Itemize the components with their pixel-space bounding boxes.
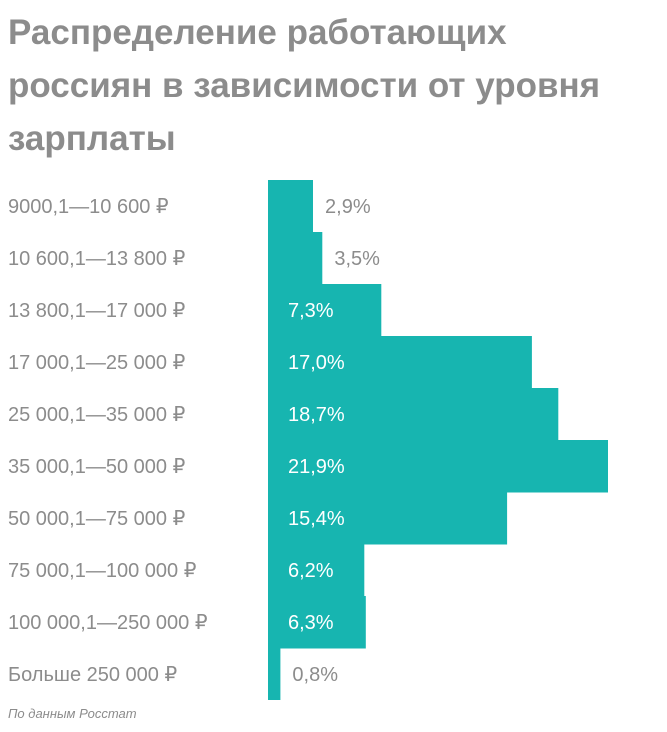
category-label: 10 600,1—13 800 ₽ <box>8 248 186 270</box>
category-label: 9000,1—10 600 ₽ <box>8 196 169 218</box>
bar <box>268 180 313 233</box>
category-labels-group: 9000,1—10 600 ₽ 10 600,1—13 800 ₽ 13 800,1… <box>8 196 208 686</box>
bars-group <box>268 180 608 700</box>
category-label: 25 000,1—35 000 ₽ <box>8 404 186 426</box>
value-label: 0,8% <box>292 664 338 686</box>
bar <box>268 336 532 389</box>
bar <box>268 492 508 545</box>
value-label: 6,2% <box>288 560 334 582</box>
value-labels-group: 2,9% 3,5% 7,3% 17,0% 18,7% 21,9% 15,4% 6,2% 6,3%… <box>288 196 380 686</box>
value-label: 21,9% <box>288 456 345 478</box>
value-label: 3,5% <box>334 248 380 270</box>
category-label: 75 000,1—100 000 ₽ <box>8 560 197 582</box>
value-label: 6,3% <box>288 612 334 634</box>
bar <box>268 440 608 493</box>
value-label: 17,0% <box>288 352 345 374</box>
bar <box>268 232 323 285</box>
salary-distribution-chart: 9000,1—10 600 ₽ 10 600,1—13 800 ₽ 13 800,1… <box>8 180 608 700</box>
chart-title: Распределение работающих россиян в завис… <box>8 13 601 158</box>
bar <box>268 284 382 337</box>
value-label: 18,7% <box>288 404 345 426</box>
bar <box>268 596 366 649</box>
value-label: 2,9% <box>325 196 371 218</box>
value-label: 15,4% <box>288 508 345 530</box>
value-label: 7,3% <box>288 300 334 322</box>
source-note: По данным Росстат <box>8 706 137 721</box>
category-label: 100 000,1—250 000 ₽ <box>8 612 208 634</box>
bar <box>268 544 365 597</box>
bar <box>268 388 559 441</box>
category-label: 17 000,1—25 000 ₽ <box>8 352 186 374</box>
category-label: 50 000,1—75 000 ₽ <box>8 508 186 530</box>
category-label: 13 800,1—17 000 ₽ <box>8 300 186 322</box>
bar <box>268 648 281 700</box>
category-label: 35 000,1—50 000 ₽ <box>8 456 186 478</box>
category-label: Больше 250 000 ₽ <box>8 664 177 686</box>
